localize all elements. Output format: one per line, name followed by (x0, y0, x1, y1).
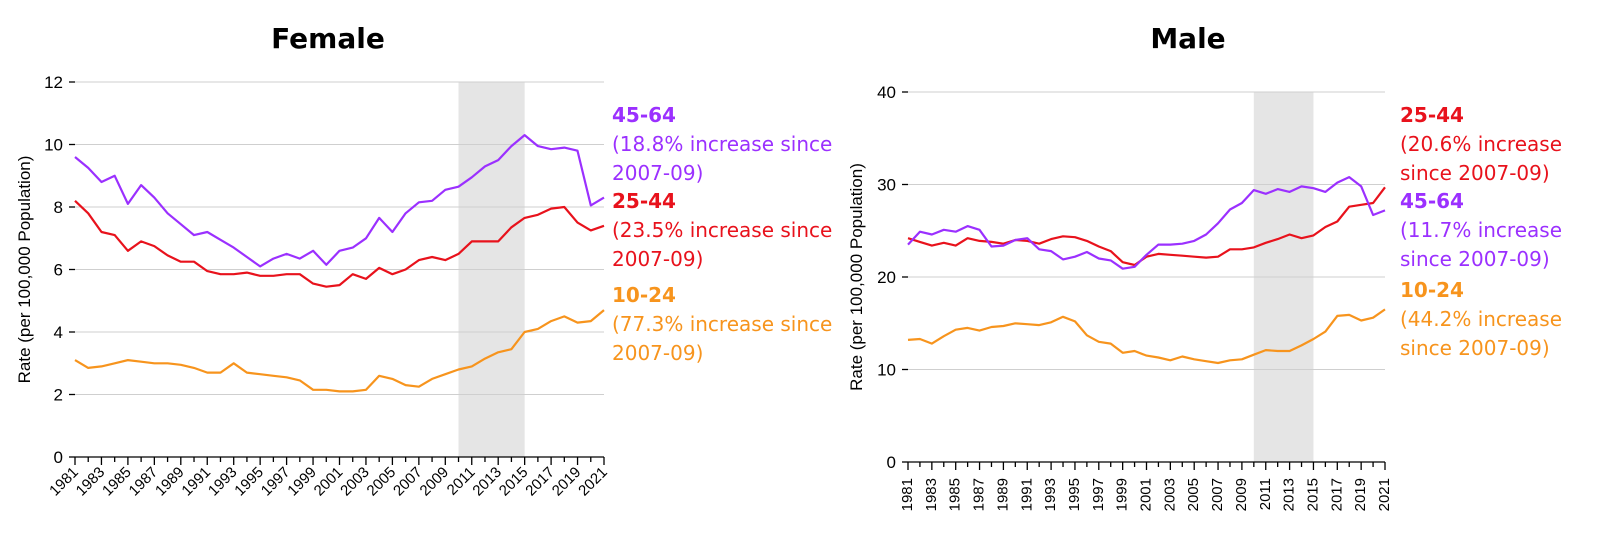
female-x-tick-label: 2007 (390, 464, 426, 500)
female-y-tick-label: 12 (44, 73, 63, 92)
female-annotation-25-44-label: 25-44 (612, 189, 676, 213)
male-annotation-25-44-label: 25-44 (1400, 103, 1464, 127)
female-x-tick-label: 1995 (231, 464, 267, 500)
male-y-tick-label: 30 (877, 176, 896, 195)
female-annotation-10-24-text: 2007-09) (612, 341, 703, 365)
male-x-tick-label: 1989 (994, 478, 1011, 511)
female-y-tick-label: 6 (54, 261, 63, 280)
female-y-axis-label: Rate (per 100,000 Population) (15, 156, 34, 384)
female-chart-panel: Female 0 2 4 6 8 10 12 198119831985198719891991… (15, 22, 832, 499)
male-x-tick-label: 2019 (1352, 478, 1369, 511)
female-x-tick-label: 2003 (337, 464, 373, 500)
female-x-tick-label: 2009 (417, 464, 453, 500)
male-x-tick-label: 2011 (1257, 478, 1274, 510)
female-x-tick-label: 1991 (178, 464, 214, 500)
female-x-tick-label: 2017 (522, 464, 558, 500)
male-x-tick-label: 2017 (1328, 478, 1345, 511)
male-annotation-10-24-text: (44.2% increase (1400, 307, 1562, 331)
female-x-tick-label: 2005 (364, 464, 400, 500)
male-x-tick-label: 2003 (1161, 478, 1178, 511)
male-x-tick-label: 2015 (1304, 478, 1321, 511)
female-x-tick-label: 2019 (549, 464, 585, 500)
male-annotation-10-24-text: since 2007-09) (1400, 336, 1550, 360)
male-annotation-25-44-text: (20.6% increase (1400, 132, 1562, 156)
female-y-tick-label: 0 (54, 448, 63, 467)
male-annotation-45-64-label: 45-64 (1400, 189, 1464, 213)
male-chart-title: Male (1150, 22, 1225, 55)
female-y-tick-label: 10 (44, 136, 63, 155)
male-series-45-64-line (907, 176, 1386, 270)
female-chart-title: Female (271, 22, 385, 55)
female-x-tick-label: 2021 (575, 464, 611, 500)
female-x-tick-label: 2013 (469, 464, 505, 500)
male-x-tick-label: 2001 (1138, 478, 1155, 511)
female-y-tick-label: 8 (54, 198, 63, 217)
male-x-tick-label: 2021 (1376, 478, 1393, 511)
female-x-tick-label: 2001 (311, 464, 347, 500)
female-x-tick-label: 1987 (126, 464, 162, 500)
female-annotation-10-24-label: 10-24 (612, 283, 676, 307)
female-x-tick-label: 1993 (205, 464, 241, 500)
female-x-tick-label: 1983 (73, 464, 109, 500)
male-x-tick-label: 1999 (1114, 478, 1131, 511)
male-x-tick-label: 2005 (1185, 478, 1202, 511)
male-annotation-45-64-text: (11.7% increase (1400, 218, 1562, 242)
male-y-axis-label: Rate (per 100,000 Population) (847, 163, 866, 391)
female-x-tick-label: 1981 (46, 464, 82, 500)
male-annotation-10-24-label: 10-24 (1400, 278, 1464, 302)
female-series-45-64-line (74, 134, 605, 268)
male-x-tick-label: 2007 (1209, 478, 1226, 511)
female-x-tick-label: 1989 (152, 464, 188, 500)
male-annotation-45-64-text: since 2007-09) (1400, 247, 1550, 271)
female-annotation-45-64-text: (18.8% increase since (612, 132, 832, 156)
female-annotation-10-24-text: (77.3% increase since (612, 312, 832, 336)
male-y-tick-label: 20 (877, 268, 896, 287)
female-annotation-25-44-text: 2007-09) (612, 247, 703, 271)
female-x-tick-label: 2015 (496, 464, 532, 500)
female-series-10-24-line (74, 309, 605, 393)
male-x-tick-label: 2009 (1233, 478, 1250, 511)
male-x-tick-label: 1985 (947, 478, 964, 511)
female-y-tick-label: 2 (54, 386, 63, 405)
female-x-tick-label: 1985 (99, 464, 135, 500)
male-x-tick-label: 1981 (899, 478, 916, 511)
male-y-tick-label: 10 (877, 361, 896, 380)
male-annotation-25-44-text: since 2007-09) (1400, 161, 1550, 185)
male-x-tick-label: 1995 (1066, 478, 1083, 511)
female-annotation-45-64-label: 45-64 (612, 103, 676, 127)
female-x-tick-label: 1997 (258, 464, 294, 500)
male-x-tick-label: 1997 (1090, 478, 1107, 511)
male-series-10-24-line (907, 308, 1386, 365)
male-y-tick-label: 40 (877, 83, 896, 102)
female-x-tick-label: 1999 (284, 464, 320, 500)
male-x-tick-label: 1987 (971, 478, 988, 511)
male-y-tick-label: 0 (887, 453, 896, 472)
female-y-tick-label: 4 (54, 323, 63, 342)
female-annotation-25-44-text: (23.5% increase since (612, 218, 832, 242)
male-x-tick-label: 2013 (1281, 478, 1298, 511)
female-annotation-45-64-text: 2007-09) (612, 161, 703, 185)
male-x-tick-label: 1993 (1042, 478, 1059, 511)
male-x-tick-label: 1991 (1018, 478, 1035, 511)
female-x-tick-label: 2011 (444, 464, 479, 499)
male-chart-panel: Male 0 10 20 30 40 1981 1983 1985 1987 1989 1991 19… (847, 22, 1562, 511)
female-series-25-44-line (74, 200, 605, 288)
male-x-tick-label: 1983 (923, 478, 940, 511)
